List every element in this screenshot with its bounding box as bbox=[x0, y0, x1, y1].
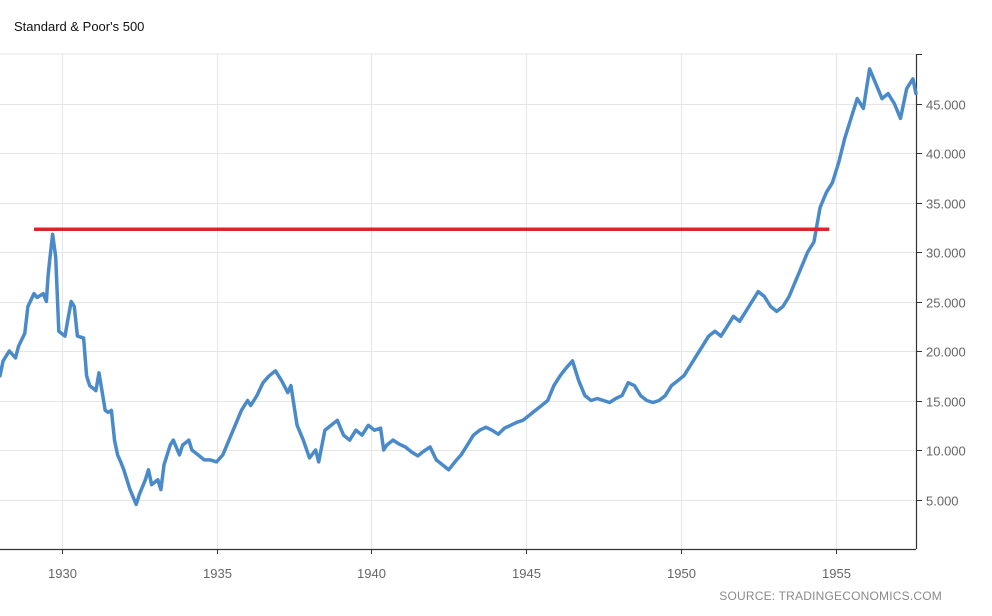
tick-labels: 5.000 10.000 15.000 20.000 25.000 30.000 35.00… bbox=[48, 98, 966, 582]
y-tick-label: 40.000 bbox=[926, 147, 966, 162]
y-tick-label: 30.000 bbox=[926, 246, 966, 261]
y-tick-label: 20.000 bbox=[926, 345, 966, 360]
y-tick-label: 45.000 bbox=[926, 98, 966, 113]
x-tick-label: 1945 bbox=[512, 566, 541, 581]
sp500-series-line bbox=[0, 67, 918, 507]
chart-source: SOURCE: TRADINGECONOMICS.COM bbox=[719, 589, 942, 603]
y-tick-label: 5.000 bbox=[926, 494, 959, 509]
y-tick-label: 10.000 bbox=[926, 444, 966, 459]
y-tick-label: 25.000 bbox=[926, 296, 966, 311]
grid bbox=[0, 53, 916, 549]
y-tick-label: 15.000 bbox=[926, 395, 966, 410]
x-tick-label: 1950 bbox=[667, 566, 696, 581]
x-tick-label: 1930 bbox=[48, 566, 77, 581]
x-tick-label: 1940 bbox=[357, 566, 386, 581]
x-tick-label: 1935 bbox=[203, 566, 232, 581]
series-layer bbox=[0, 67, 918, 507]
x-tick-label: 1955 bbox=[822, 566, 851, 581]
chart-title: Standard & Poor's 500 bbox=[14, 19, 145, 34]
y-tick-label: 35.000 bbox=[926, 197, 966, 212]
axes bbox=[0, 54, 922, 554]
